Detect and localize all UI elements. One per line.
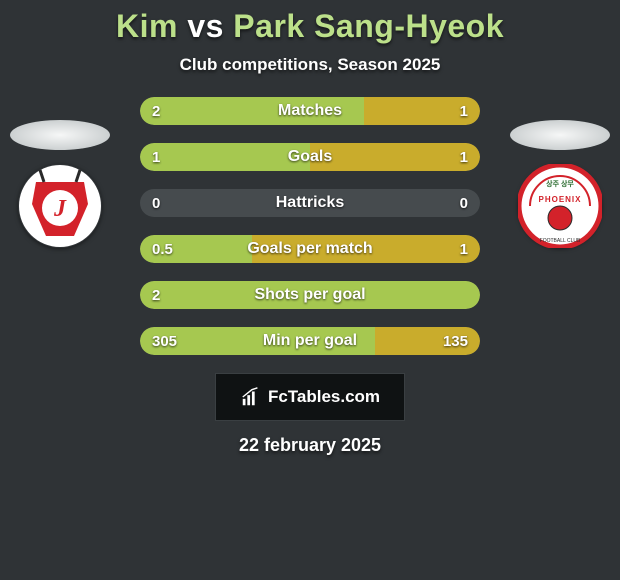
stat-bar-left [140,97,364,125]
svg-text:상주 상무: 상주 상무 [546,179,574,188]
stat-row: 0 0Hattricks [140,189,480,217]
stat-label: Hattricks [140,189,480,217]
stat-bar-left [140,327,375,355]
club-badge-left: J [18,164,102,248]
page-title: Kim vs Park Sang-Hyeok [0,8,620,45]
club-badge-left-icon: J [18,164,102,248]
stat-bar-left [140,281,480,309]
player-right-column: 상주 상무 PHOENIX FOOTBALL CLUB [500,120,620,248]
title-vs: vs [187,8,224,44]
date-label: 22 february 2025 [0,435,620,456]
player-right-name: Park Sang-Hyeok [233,8,504,44]
stat-bar-right [364,97,480,125]
infographic-container: Kim vs Park Sang-Hyeok Club competitions… [0,0,620,580]
stat-bar-left [140,143,310,171]
stat-bar-right [310,143,480,171]
club-badge-right: 상주 상무 PHOENIX FOOTBALL CLUB [518,164,602,248]
svg-text:J: J [53,196,67,222]
player-right-silhouette [510,120,610,150]
stat-row: 305135Min per goal [140,327,480,355]
club-badge-right-icon: 상주 상무 PHOENIX FOOTBALL CLUB [518,164,602,248]
svg-text:FOOTBALL CLUB: FOOTBALL CLUB [540,238,581,244]
stat-row: 2Shots per goal [140,281,480,309]
player-left-silhouette [10,120,110,150]
stat-value-left: 0 [152,189,160,217]
subtitle: Club competitions, Season 2025 [0,55,620,75]
player-left-name: Kim [116,8,178,44]
stat-bar-left [140,235,252,263]
brand-text: FcTables.com [268,387,380,407]
stat-row: 0.51Goals per match [140,235,480,263]
stats-panel: 21Matches 11Goals 0 0Hattricks 0.51Goals per… [140,97,480,355]
stat-row: 11Goals [140,143,480,171]
stat-bar-right [375,327,480,355]
player-left-column: J [0,120,120,248]
stat-value-right: 0 [460,189,468,217]
fctables-logo-icon [240,386,262,408]
brand-box: FcTables.com [215,373,405,421]
svg-text:PHOENIX: PHOENIX [538,195,581,204]
stat-bar-right [252,235,480,263]
stat-row: 21Matches [140,97,480,125]
